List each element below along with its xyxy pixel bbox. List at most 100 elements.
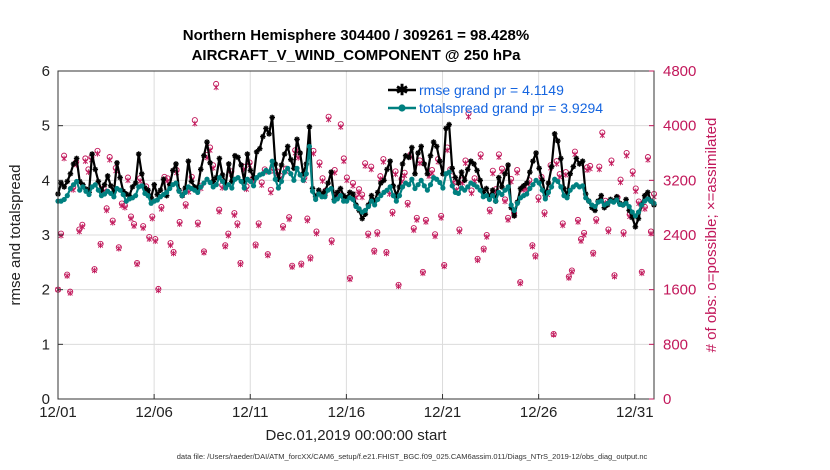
rmse-point <box>117 174 123 181</box>
rmse-point <box>281 151 288 157</box>
obs-assimilated-point <box>192 120 198 127</box>
legend-marker-rmse: ✱ <box>396 82 409 99</box>
obs-assimilated-point <box>624 152 630 159</box>
obs-assimilated-point <box>620 231 627 238</box>
obs-assimilated-point <box>149 215 155 222</box>
obs-assimilated-point <box>593 218 599 225</box>
obs-assimilated-point <box>137 178 143 184</box>
rmse-point <box>235 154 241 161</box>
rmse-point <box>405 154 412 161</box>
obs-assimilated-point <box>423 219 429 225</box>
totalspread-point <box>204 176 210 182</box>
totalspread-point <box>477 187 483 193</box>
obs-assimilated-point <box>61 155 67 162</box>
rmse-point <box>449 165 456 172</box>
rmse-point <box>412 170 418 177</box>
totalspread-point <box>399 184 406 190</box>
rmse-point <box>151 181 158 188</box>
totalspread-point <box>567 187 573 193</box>
totalspread-point <box>80 184 86 190</box>
chart-title-line1: Northern Hemisphere 304400 / 309261 = 98… <box>183 27 529 44</box>
totalspread-point <box>74 178 80 185</box>
x-axis-ticks: 12/01 12/06 12/11 12/16 12/21 12/26 12/31 <box>39 394 654 421</box>
rmse-point <box>95 178 102 185</box>
totalspread-point <box>586 198 592 204</box>
y-tick-left-label: 4 <box>42 172 50 189</box>
totalspread-point <box>154 197 160 203</box>
obs-assimilated-point <box>517 280 523 287</box>
obs-assimilated-point <box>119 202 125 209</box>
obs-assimilated-point <box>170 250 177 257</box>
rmse-point <box>505 162 511 168</box>
rmse-point <box>374 189 381 196</box>
rmse-point <box>458 169 465 175</box>
obs-assimilated-point <box>183 203 189 210</box>
rmse-point <box>452 174 459 181</box>
obs-assimilated-point <box>374 231 380 238</box>
rmse-point <box>70 161 77 167</box>
totalspread-point <box>269 158 275 164</box>
totalspread-point <box>70 182 77 188</box>
rmse-point <box>197 166 204 173</box>
rmse-point <box>325 180 331 186</box>
obs-assimilated-point <box>605 228 612 235</box>
rmse-point <box>644 189 651 196</box>
obs-assimilated-point <box>359 194 365 201</box>
rmse-point <box>424 170 431 177</box>
obs-assimilated-point <box>304 217 310 224</box>
obs-assimilated-point <box>356 189 362 195</box>
obs-assimilated-point <box>596 166 602 173</box>
totalspread-point <box>446 169 452 175</box>
obs-assimilated-point <box>222 243 228 250</box>
rmse-point <box>399 161 406 167</box>
obs-assimilated-point <box>417 160 423 167</box>
rmse-point <box>58 180 64 186</box>
totalspread-point <box>241 185 247 191</box>
rmse-point <box>570 163 577 170</box>
totalspread-point <box>278 178 285 185</box>
rmse-point <box>244 151 251 157</box>
obs-assimilated-point <box>481 247 487 253</box>
obs-assimilated-point <box>529 243 535 250</box>
obs-assimilated-point <box>380 158 386 165</box>
obs-assimilated-point <box>338 124 344 130</box>
rmse-point <box>443 125 449 132</box>
obs-assimilated-point <box>587 165 593 172</box>
legend-marker-spread <box>398 104 406 112</box>
obs-assimilated-point <box>329 239 335 246</box>
totalspread-point <box>291 177 297 183</box>
obs-assimilated-point <box>177 221 183 227</box>
rmse-point <box>430 139 437 145</box>
rmse-point <box>204 139 210 145</box>
obs-assimilated-point <box>487 208 493 215</box>
totalspread-point <box>334 196 340 202</box>
totalspread-point <box>235 175 241 181</box>
obs-assimilated-point <box>131 223 137 230</box>
obs-assimilated-point <box>566 275 572 281</box>
obs-assimilated-point <box>420 270 426 277</box>
obs-assimilated-point <box>110 219 116 226</box>
totalspread-point <box>350 196 356 203</box>
rmse-point <box>455 180 462 186</box>
rmse-point <box>471 161 477 167</box>
rmse-point <box>269 114 275 121</box>
totalspread-point <box>558 184 564 190</box>
totalspread-point <box>427 182 434 188</box>
x-tick-label: 12/21 <box>424 404 462 421</box>
totalspread-point <box>306 143 313 150</box>
totalspread-point <box>328 185 334 192</box>
obs-count-markers <box>54 80 658 338</box>
obs-assimilated-point <box>82 158 88 165</box>
x-tick-label: 12/06 <box>135 404 173 421</box>
obs-assimilated-point <box>326 116 332 123</box>
totalspread-point <box>486 196 493 203</box>
obs-assimilated-point <box>94 150 101 157</box>
totalspread-point <box>282 169 288 175</box>
obs-assimilated-point <box>259 182 265 189</box>
obs-assimilated-point <box>462 160 469 167</box>
rmse-point <box>263 125 269 132</box>
totalspread-point <box>207 179 213 186</box>
totalspread-point <box>201 180 207 186</box>
series-lines <box>55 114 657 230</box>
totalspread-point <box>583 195 589 201</box>
